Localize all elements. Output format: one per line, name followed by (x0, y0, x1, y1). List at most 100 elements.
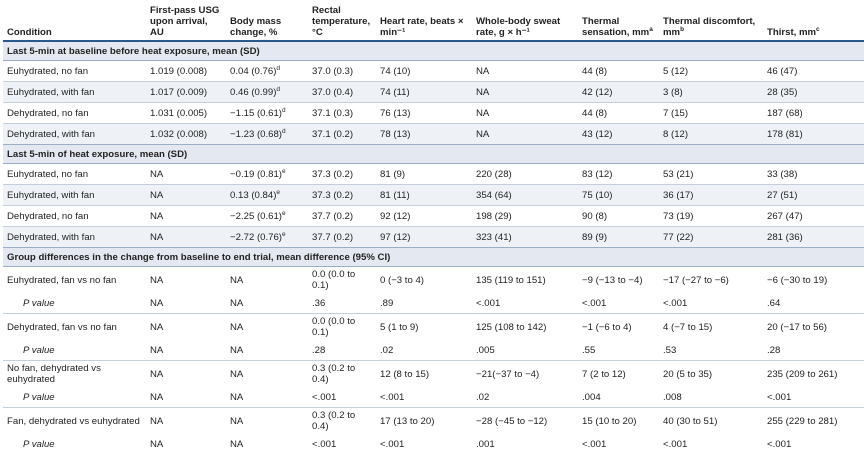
cell-value: NA (230, 415, 244, 427)
table-cell: 77 (22) (659, 226, 763, 248)
table-cell: .001 (472, 434, 578, 454)
table-row: Dehydrated, fan vs no fan NA NA 0.0 (0.0 to… (3, 314, 864, 341)
cell-value: NA (230, 438, 244, 450)
cell-value: 15 (10 to 20) (582, 415, 637, 427)
cell-value: 42 (12) (582, 86, 613, 98)
header-condition: Condition (3, 0, 146, 42)
p-value-row: P value NA NA .36 .89 <.001 <.001 <.001 .64 (3, 293, 864, 314)
footnote-mark: e (282, 230, 286, 238)
cell-value: 92 (12) (380, 210, 411, 222)
table-cell: <.001 (578, 434, 659, 454)
cell-value: 255 (229 to 281) (767, 415, 838, 427)
cell-value: No fan, dehydrated vs euhydrated (7, 363, 101, 385)
cell-value: −1 (−6 to 4) (582, 321, 632, 333)
cell-value: Euhydrated, no fan (7, 168, 89, 180)
table-cell: 0.04 (0.76)d (226, 60, 308, 82)
table-cell: 37.7 (0.2) (308, 205, 376, 227)
cell-value: <.001 (663, 438, 688, 450)
table-row: Fan, dehydrated vs euhydrated NA NA 0.3 (0.… (3, 408, 864, 435)
cell-value: NA (150, 321, 164, 333)
table-cell: 178 (81) (763, 123, 864, 145)
cell-value: .005 (476, 344, 495, 356)
cell-value: −2.25 (0.61) (230, 210, 283, 222)
cell-value: .008 (663, 391, 682, 403)
table-cell: <.001 (763, 434, 864, 454)
table-cell: −2.25 (0.61)e (226, 205, 308, 227)
cell-value: Euhydrated, with fan (7, 189, 95, 201)
header-usg: First-pass USG upon arrival, AU (146, 0, 226, 42)
cell-value: .28 (767, 344, 781, 356)
table-cell: −1.23 (0.68)d (226, 123, 308, 145)
header-sweat-rate: Whole-body sweat rate, g × h⁻¹ (472, 0, 578, 42)
table-cell: 0 (−3 to 4) (376, 267, 472, 294)
cell-value: Euhydrated, with fan (7, 86, 95, 98)
row-label: Euhydrated, no fan (3, 163, 146, 185)
table-cell: 90 (8) (578, 205, 659, 227)
cell-value: −0.19 (0.81) (230, 168, 283, 180)
table-cell: 43 (12) (578, 123, 659, 145)
cell-value: 5 (12) (663, 65, 689, 77)
table-cell: NA (226, 408, 308, 435)
cell-value: 0.0 (0.0 to 0.1) (312, 316, 356, 338)
cell-value: NA (230, 297, 244, 309)
table-cell: NA (146, 408, 226, 435)
table-cell: NA (146, 226, 226, 248)
cell-value: −21(−37 to −4) (476, 368, 540, 380)
cell-value: 1.032 (0.008) (150, 128, 208, 140)
table-cell: NA (146, 293, 226, 314)
table-cell: 37.7 (0.2) (308, 226, 376, 248)
header-body-mass: Body mass change, % (226, 0, 308, 42)
table-cell: 267 (47) (763, 205, 864, 227)
cell-value: Dehydrated, with fan (7, 128, 95, 140)
table-cell: 74 (10) (376, 60, 472, 82)
cell-value: 37.0 (0.4) (312, 86, 354, 98)
table-cell: 354 (64) (472, 184, 578, 206)
table-row: Euhydrated, no fan NA −0.19 (0.81)e 37.3 (0… (3, 163, 864, 185)
cell-value: 12 (8 to 15) (380, 368, 430, 380)
table-cell: <.001 (763, 387, 864, 408)
table-cell: 255 (229 to 281) (763, 408, 864, 435)
table-cell: 8 (12) (659, 123, 763, 145)
section-header-row: Last 5-min at baseline before heat expos… (3, 40, 864, 61)
cell-value: 44 (8) (582, 107, 608, 119)
table-cell: NA (146, 387, 226, 408)
cell-value: 0.0 (0.0 to 0.1) (312, 269, 356, 291)
row-label: P value (3, 340, 146, 361)
table-cell: 7 (15) (659, 102, 763, 124)
cell-value: 37.7 (0.2) (312, 231, 354, 243)
cell-value: <.001 (767, 391, 792, 403)
cell-value: <.001 (767, 438, 792, 450)
cell-value: Dehydrated, no fan (7, 107, 89, 119)
cell-value: 0.46 (0.99) (230, 86, 277, 98)
cell-value: NA (476, 65, 490, 77)
table-cell: −28 (−45 to −12) (472, 408, 578, 435)
cell-value: 20 (5 to 35) (663, 368, 713, 380)
cell-value: .28 (312, 344, 326, 356)
cell-value: 17 (13 to 20) (380, 415, 435, 427)
table-row: Euhydrated, with fan NA 0.13 (0.84)e 37.3 (… (3, 184, 864, 206)
cell-value: .64 (767, 297, 781, 309)
table-cell: 0.3 (0.2 to 0.4) (308, 408, 376, 435)
header-row: Condition First-pass USG upon arrival, A… (3, 0, 864, 42)
section-title: Last 5-min at baseline before heat expos… (3, 40, 864, 61)
cell-value: 235 (209 to 261) (767, 368, 838, 380)
table-cell: NA (226, 293, 308, 314)
cell-value: 36 (17) (663, 189, 694, 201)
cell-value: 77 (22) (663, 231, 694, 243)
cell-value: 178 (81) (767, 128, 803, 140)
table-cell: 28 (35) (763, 81, 864, 103)
cell-value: −17 (−27 to −6) (663, 274, 729, 286)
table-cell: 53 (21) (659, 163, 763, 185)
cell-value: 5 (1 to 9) (380, 321, 419, 333)
table-cell: .02 (472, 387, 578, 408)
table-cell: 5 (12) (659, 60, 763, 82)
cell-value: 37.3 (0.2) (312, 168, 354, 180)
table-cell: −17 (−27 to −6) (659, 267, 763, 294)
cell-value: 27 (51) (767, 189, 798, 201)
table-cell: .36 (308, 293, 376, 314)
cell-value: NA (150, 168, 164, 180)
cell-value: NA (476, 128, 490, 140)
cell-value: 44 (8) (582, 65, 608, 77)
table-cell: 5 (1 to 9) (376, 314, 472, 341)
table-cell: NA (146, 184, 226, 206)
